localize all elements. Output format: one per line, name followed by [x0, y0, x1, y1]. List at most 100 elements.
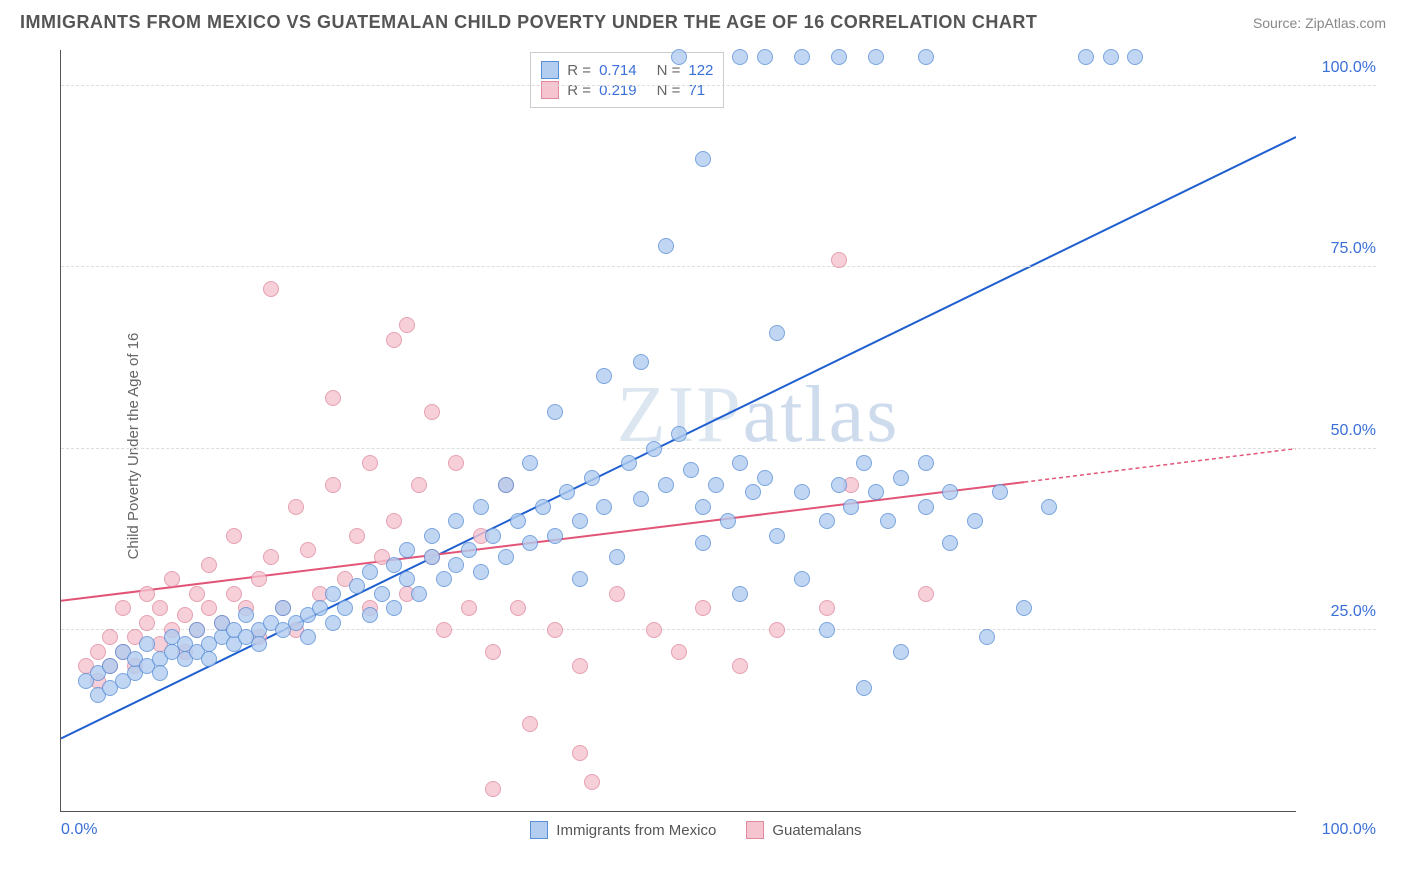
- data-point: [522, 455, 538, 471]
- data-point: [300, 542, 316, 558]
- data-point: [732, 455, 748, 471]
- data-point: [1041, 499, 1057, 515]
- data-point: [695, 499, 711, 515]
- data-point: [424, 404, 440, 420]
- data-point: [461, 600, 477, 616]
- stats-row-guatemalan: R = 0.219 N = 71: [541, 81, 713, 99]
- data-point: [448, 455, 464, 471]
- data-point: [609, 586, 625, 602]
- data-point: [152, 665, 168, 681]
- data-point: [251, 636, 267, 652]
- data-point: [424, 549, 440, 565]
- data-point: [732, 658, 748, 674]
- data-point: [819, 622, 835, 638]
- data-point: [448, 557, 464, 573]
- data-point: [473, 564, 489, 580]
- data-point: [646, 622, 662, 638]
- data-point: [695, 151, 711, 167]
- x-tick-label-right: 100.0%: [1322, 821, 1376, 839]
- data-point: [880, 513, 896, 529]
- data-point: [189, 622, 205, 638]
- data-point: [337, 600, 353, 616]
- data-point: [794, 49, 810, 65]
- data-point: [547, 404, 563, 420]
- data-point: [596, 368, 612, 384]
- stat-label-r: R =: [567, 82, 591, 99]
- y-tick-label: 100.0%: [1306, 59, 1376, 77]
- data-point: [485, 644, 501, 660]
- data-point: [918, 49, 934, 65]
- data-point: [745, 484, 761, 500]
- data-point: [399, 317, 415, 333]
- data-point: [856, 680, 872, 696]
- data-point: [942, 484, 958, 500]
- data-point: [263, 549, 279, 565]
- data-point: [893, 644, 909, 660]
- data-point: [522, 535, 538, 551]
- data-point: [362, 607, 378, 623]
- data-point: [510, 600, 526, 616]
- data-point: [621, 455, 637, 471]
- data-point: [201, 557, 217, 573]
- data-point: [164, 571, 180, 587]
- data-point: [683, 462, 699, 478]
- data-point: [201, 600, 217, 616]
- y-tick-label: 75.0%: [1306, 240, 1376, 258]
- data-point: [522, 716, 538, 732]
- stats-row-mexico: R = 0.714 N = 122: [541, 61, 713, 79]
- data-point: [386, 332, 402, 348]
- data-point: [510, 513, 526, 529]
- legend: Immigrants from Mexico Guatemalans: [530, 821, 861, 839]
- data-point: [819, 513, 835, 529]
- data-point: [918, 499, 934, 515]
- data-point: [732, 49, 748, 65]
- data-point: [572, 658, 588, 674]
- stat-label-n: N =: [657, 82, 681, 99]
- data-point: [325, 390, 341, 406]
- data-point: [498, 477, 514, 493]
- data-point: [708, 477, 724, 493]
- data-point: [720, 513, 736, 529]
- swatch-mexico-icon: [541, 61, 559, 79]
- data-point: [485, 528, 501, 544]
- data-point: [386, 600, 402, 616]
- data-point: [139, 615, 155, 631]
- data-point: [893, 470, 909, 486]
- data-point: [177, 607, 193, 623]
- data-point: [769, 622, 785, 638]
- data-point: [757, 470, 773, 486]
- swatch-guatemalan-icon: [541, 81, 559, 99]
- data-point: [695, 535, 711, 551]
- data-point: [325, 477, 341, 493]
- data-point: [831, 477, 847, 493]
- data-point: [436, 571, 452, 587]
- data-point: [399, 542, 415, 558]
- data-point: [1078, 49, 1094, 65]
- scatter-plot-area: ZIPatlas R = 0.714 N = 122 R = 0.219 N =…: [60, 50, 1296, 812]
- stat-r-guatemalan: 0.219: [599, 82, 637, 99]
- data-point: [831, 252, 847, 268]
- data-point: [1016, 600, 1032, 616]
- data-point: [424, 528, 440, 544]
- chart-title: IMMIGRANTS FROM MEXICO VS GUATEMALAN CHI…: [20, 12, 1037, 33]
- stat-label-r: R =: [567, 62, 591, 79]
- legend-swatch-guatemalan-icon: [746, 821, 764, 839]
- grid-line: [61, 266, 1376, 267]
- data-point: [349, 578, 365, 594]
- data-point: [559, 484, 575, 500]
- data-point: [609, 549, 625, 565]
- data-point: [572, 571, 588, 587]
- data-point: [695, 600, 711, 616]
- data-point: [843, 499, 859, 515]
- data-point: [819, 600, 835, 616]
- data-point: [671, 426, 687, 442]
- data-point: [646, 441, 662, 457]
- data-point: [312, 600, 328, 616]
- data-point: [584, 774, 600, 790]
- data-point: [411, 586, 427, 602]
- data-point: [596, 499, 612, 515]
- data-point: [794, 571, 810, 587]
- data-point: [226, 586, 242, 602]
- data-point: [461, 542, 477, 558]
- data-point: [325, 586, 341, 602]
